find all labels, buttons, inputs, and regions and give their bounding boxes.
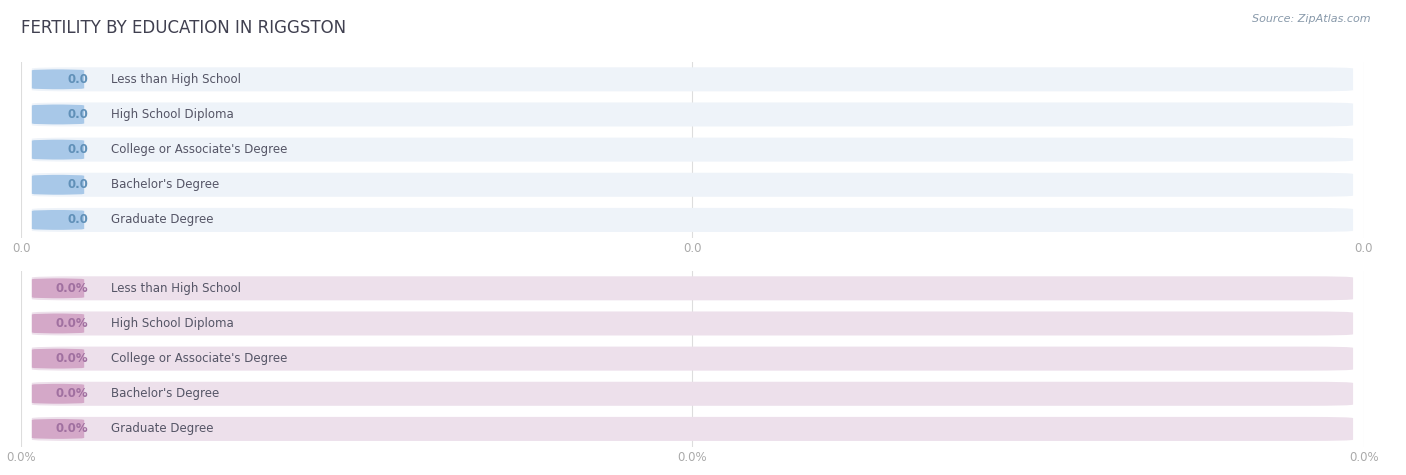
FancyBboxPatch shape <box>32 417 1353 441</box>
Text: 0.0%: 0.0% <box>56 387 89 400</box>
FancyBboxPatch shape <box>32 419 84 439</box>
Text: FERTILITY BY EDUCATION IN RIGGSTON: FERTILITY BY EDUCATION IN RIGGSTON <box>21 19 346 37</box>
FancyBboxPatch shape <box>32 69 84 89</box>
Text: Bachelor's Degree: Bachelor's Degree <box>111 387 219 400</box>
Text: High School Diploma: High School Diploma <box>111 108 233 121</box>
FancyBboxPatch shape <box>32 349 84 369</box>
Text: 0.0: 0.0 <box>67 178 89 191</box>
Text: College or Associate's Degree: College or Associate's Degree <box>111 143 287 156</box>
FancyBboxPatch shape <box>32 67 1353 91</box>
FancyBboxPatch shape <box>32 138 1353 162</box>
Text: Graduate Degree: Graduate Degree <box>111 213 214 227</box>
FancyBboxPatch shape <box>32 278 84 298</box>
Text: 0.0%: 0.0% <box>56 282 89 295</box>
FancyBboxPatch shape <box>32 208 1353 232</box>
FancyBboxPatch shape <box>32 103 1353 126</box>
FancyBboxPatch shape <box>32 210 84 230</box>
Text: 0.0%: 0.0% <box>56 352 89 365</box>
Text: High School Diploma: High School Diploma <box>111 317 233 330</box>
Text: 0.0: 0.0 <box>67 73 89 86</box>
FancyBboxPatch shape <box>32 173 1353 197</box>
Text: Less than High School: Less than High School <box>111 73 240 86</box>
Text: Graduate Degree: Graduate Degree <box>111 422 214 436</box>
FancyBboxPatch shape <box>32 312 1353 335</box>
FancyBboxPatch shape <box>32 347 1353 370</box>
Text: 0.0%: 0.0% <box>56 422 89 436</box>
FancyBboxPatch shape <box>32 104 84 124</box>
Text: 0.0: 0.0 <box>67 213 89 227</box>
FancyBboxPatch shape <box>32 175 84 195</box>
FancyBboxPatch shape <box>32 314 84 333</box>
FancyBboxPatch shape <box>32 276 1353 300</box>
Text: Less than High School: Less than High School <box>111 282 240 295</box>
FancyBboxPatch shape <box>32 384 84 404</box>
Text: Source: ZipAtlas.com: Source: ZipAtlas.com <box>1253 14 1371 24</box>
Text: College or Associate's Degree: College or Associate's Degree <box>111 352 287 365</box>
FancyBboxPatch shape <box>32 140 84 160</box>
Text: 0.0: 0.0 <box>67 108 89 121</box>
Text: 0.0: 0.0 <box>67 143 89 156</box>
Text: Bachelor's Degree: Bachelor's Degree <box>111 178 219 191</box>
FancyBboxPatch shape <box>32 382 1353 406</box>
Text: 0.0%: 0.0% <box>56 317 89 330</box>
